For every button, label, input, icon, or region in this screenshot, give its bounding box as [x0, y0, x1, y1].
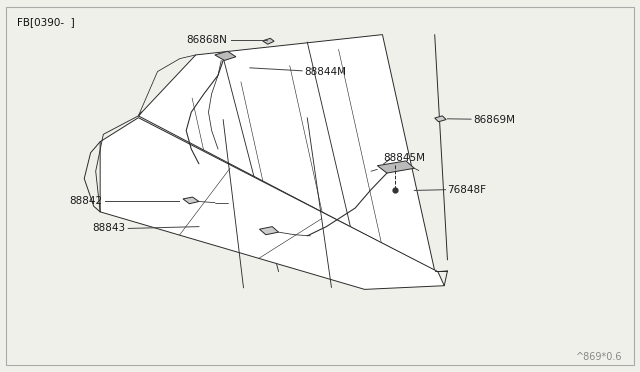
Polygon shape — [378, 161, 414, 173]
Polygon shape — [259, 227, 278, 235]
Text: 76848F: 76848F — [447, 185, 486, 195]
Text: 88842: 88842 — [69, 196, 102, 206]
Polygon shape — [215, 51, 236, 61]
Polygon shape — [435, 116, 446, 122]
Text: FB[0390-  ]: FB[0390- ] — [17, 17, 75, 27]
Polygon shape — [100, 118, 444, 289]
Text: 86868N: 86868N — [187, 35, 228, 45]
Text: 88844M: 88844M — [304, 67, 346, 77]
Text: ^869*0.6: ^869*0.6 — [576, 352, 623, 362]
Text: 88845M: 88845M — [384, 153, 426, 163]
Polygon shape — [262, 38, 274, 44]
Polygon shape — [183, 197, 199, 204]
Text: 86869M: 86869M — [473, 115, 515, 125]
Text: 88843: 88843 — [93, 224, 125, 234]
Polygon shape — [138, 35, 435, 271]
